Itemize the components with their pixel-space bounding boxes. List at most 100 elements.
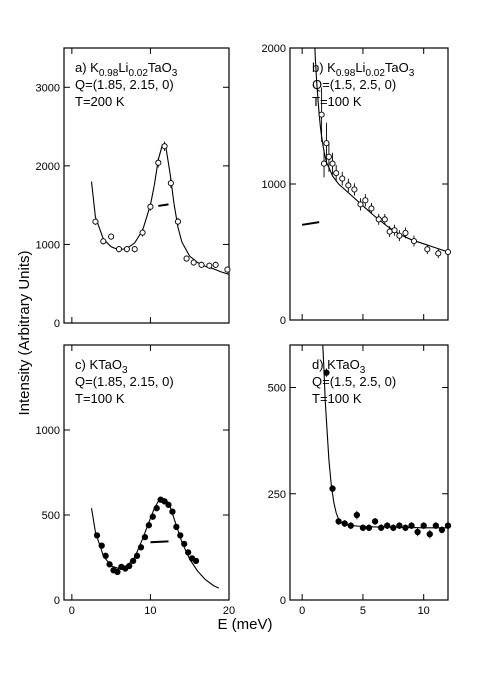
y-tick-label: 0 <box>280 595 286 607</box>
data-point <box>161 498 168 505</box>
data-point <box>368 205 375 212</box>
y-tick-label: 1000 <box>36 425 60 437</box>
label-text: Q=(1.85, 2.15, 0) <box>75 374 174 389</box>
data-point <box>174 218 181 225</box>
label-text: Li <box>355 60 365 75</box>
data-point <box>133 552 141 559</box>
plot-frame <box>289 344 449 601</box>
fit-curve <box>314 48 448 253</box>
data-point <box>212 261 219 268</box>
data-point <box>357 201 364 208</box>
panel-label-line: T=200 K <box>75 94 125 109</box>
y-axis-title: Intensity (Arbitrary Units) <box>16 250 33 415</box>
data-point <box>129 557 137 565</box>
reference-segment <box>301 221 320 226</box>
subscript: 3 <box>360 365 366 376</box>
data-point <box>169 508 176 515</box>
reference-segment <box>150 540 169 544</box>
data-point <box>396 232 403 239</box>
panel-label-line: T=100 K <box>312 94 362 109</box>
label-text: Q=(1.85, 2.15, 0) <box>75 77 174 92</box>
label-text: Q=(1.5, 2.5, 0) <box>312 77 396 92</box>
data-point <box>323 369 330 376</box>
data-point <box>165 501 172 508</box>
data-point <box>224 266 231 273</box>
label-text: a) K <box>75 60 99 75</box>
label-text: c) KTaO <box>75 357 122 372</box>
y-tick-label: 500 <box>42 510 60 522</box>
panel-label-line: Q=(1.85, 2.15, 0) <box>75 77 174 92</box>
data-point <box>408 522 415 529</box>
data-point <box>396 522 403 529</box>
data-point <box>190 259 197 266</box>
data-point <box>153 505 160 512</box>
y-tick-label: 250 <box>268 489 286 501</box>
data-point <box>362 197 369 204</box>
data-point <box>123 246 130 253</box>
panel-label-line: T=100 K <box>75 391 125 406</box>
label-text: T=100 K <box>312 94 362 109</box>
data-point <box>102 552 109 559</box>
data-point <box>341 520 348 527</box>
data-point <box>141 533 149 541</box>
x-tick-label: 5 <box>360 605 366 617</box>
label-text: TaO <box>148 60 172 75</box>
data-point <box>131 246 138 253</box>
data-point <box>347 522 354 529</box>
data-point <box>181 540 188 548</box>
y-tick-label: 1000 <box>36 239 60 251</box>
data-point <box>93 532 101 539</box>
data-point <box>444 522 452 529</box>
data-point <box>438 526 446 534</box>
label-text: T=200 K <box>75 94 125 109</box>
data-point <box>371 518 379 525</box>
label-text: Li <box>118 60 128 75</box>
data-point <box>161 143 168 150</box>
panel-label-line: b) K0.98Li0.02TaO3 <box>312 60 415 79</box>
data-point <box>183 255 190 262</box>
fit-curve <box>90 497 220 589</box>
data-point <box>424 246 431 253</box>
data-point <box>402 524 409 531</box>
data-point <box>432 522 439 529</box>
data-point <box>329 160 336 167</box>
y-tick-label: 500 <box>268 383 286 395</box>
data-point <box>98 542 105 549</box>
data-point <box>155 159 162 166</box>
subscript: 0.02 <box>128 68 148 79</box>
data-point <box>410 238 418 245</box>
panel-label-line: a) K0.98Li0.02TaO3 <box>75 60 178 79</box>
data-point <box>353 511 360 519</box>
data-point <box>444 248 452 256</box>
label-text: T=100 K <box>312 391 362 406</box>
data-point <box>325 153 332 160</box>
data-point <box>339 175 346 182</box>
data-point <box>365 524 373 531</box>
y-tick-label: 3000 <box>36 82 60 94</box>
data-point <box>390 524 397 531</box>
data-point <box>198 261 205 268</box>
data-point <box>206 262 213 269</box>
panel-a: 0 1000 2000 3000 a) K0.98Li0.02TaO3Q=(1.85, … <box>36 47 231 330</box>
data-point <box>145 522 153 529</box>
data-point <box>426 530 433 538</box>
y-tick-label: 2000 <box>36 161 60 173</box>
label-text: b) K <box>312 60 336 75</box>
panel-label-line: Q=(1.5, 2.5, 0) <box>312 374 396 389</box>
data-point <box>333 170 340 177</box>
data-point <box>378 524 385 531</box>
data-point <box>137 544 145 551</box>
y-tick-label: 0 <box>280 315 286 327</box>
data-point <box>126 562 133 570</box>
data-point <box>381 216 388 223</box>
x-tick-label: 10 <box>418 605 430 617</box>
data-point <box>115 246 123 253</box>
plot-frame <box>63 344 230 601</box>
data-point <box>323 140 330 147</box>
data-point <box>420 522 427 529</box>
x-tick-label: 10 <box>144 605 156 617</box>
data-point <box>435 250 442 257</box>
data-point <box>192 557 200 565</box>
